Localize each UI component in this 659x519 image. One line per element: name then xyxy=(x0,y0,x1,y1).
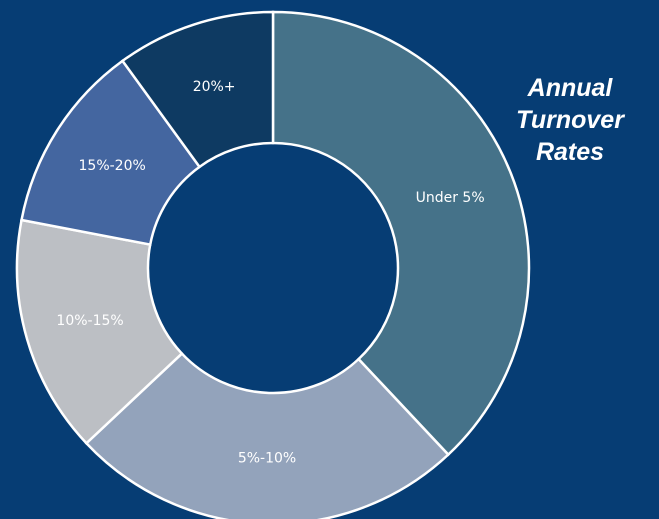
slice-label: 20%+ xyxy=(193,79,236,95)
donut-slice xyxy=(271,10,531,457)
chart-title: Annual Turnover Rates xyxy=(516,74,624,166)
slice-label: 15%-20% xyxy=(79,158,146,174)
slice-label: 5%-10% xyxy=(238,450,296,466)
slice-label: 10%-15% xyxy=(56,313,123,329)
slice-label: Under 5% xyxy=(416,190,485,206)
donut-slice xyxy=(84,351,451,519)
donut-slice xyxy=(15,218,184,446)
donut-slice xyxy=(120,10,275,169)
